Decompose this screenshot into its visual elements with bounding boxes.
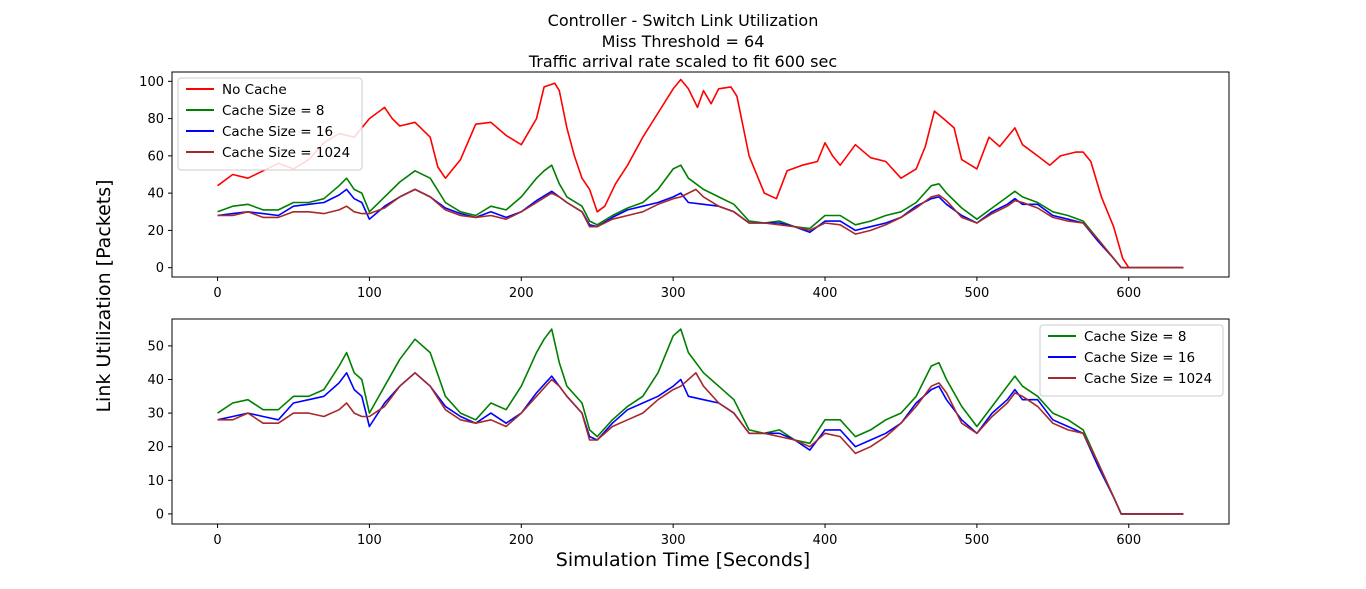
series-line-no-cache	[217, 78, 1184, 269]
x-axis-label: Simulation Time [Seconds]	[556, 549, 810, 571]
legend-entry: Cache Size = 8	[1084, 329, 1186, 345]
legend-box	[1039, 324, 1224, 397]
title-line-1: Controller - Switch Link Utilization	[548, 11, 819, 30]
title-line-3: Traffic arrival rate scaled to fit 600 s…	[528, 52, 837, 71]
x-tick-label: 600	[1116, 533, 1141, 548]
legend-entry: Cache Size = 8	[222, 103, 324, 119]
x-tick-label: 0	[213, 533, 221, 548]
y-tick-label: 40	[147, 187, 164, 202]
y-tick-label: 0	[156, 261, 164, 276]
x-tick-label: 500	[964, 533, 989, 548]
y-tick-label: 60	[147, 149, 164, 164]
top-panel: 0 100 200 300 400 500 600 0 20 40 60 80 100 No Cache C…	[139, 71, 1230, 301]
y-axis-label: Link Utilization [Packets]	[93, 179, 115, 412]
y-tick-label: 20	[147, 440, 164, 455]
x-tick-label: 600	[1116, 286, 1141, 301]
y-tick-label: 30	[147, 407, 164, 422]
x-tick-label: 400	[813, 533, 838, 548]
series-line-cache-size-8	[217, 328, 1184, 515]
y-tick-label: 50	[147, 339, 164, 354]
plot-frame	[171, 318, 1230, 525]
series-line-cache-size-1024	[217, 188, 1184, 269]
x-tick-label: 300	[661, 533, 686, 548]
x-tick-label: 200	[509, 286, 534, 301]
plot-frame	[171, 71, 1230, 278]
series-line-cache-size-8	[217, 164, 1184, 269]
y-tick-label: 20	[147, 224, 164, 239]
y-tick-label: 100	[139, 75, 164, 90]
y-tick-label: 10	[147, 474, 164, 489]
x-tick-label: 300	[661, 286, 686, 301]
x-tick-label: 100	[357, 286, 382, 301]
legend: Cache Size = 8 Cache Size = 16 Cache Size …	[1039, 324, 1224, 397]
x-tick-label: 0	[213, 286, 221, 301]
x-tick-label: 100	[357, 533, 382, 548]
series-line-cache-size-16	[217, 188, 1184, 269]
legend-entry: No Cache	[222, 82, 287, 98]
x-tick-label: 400	[813, 286, 838, 301]
y-tick-label: 80	[147, 112, 164, 127]
x-tick-label: 500	[964, 286, 989, 301]
y-tick-label: 0	[156, 507, 164, 522]
legend-box	[177, 77, 363, 171]
legend-entry: Cache Size = 16	[222, 124, 333, 140]
series-line-cache-size-16	[217, 372, 1184, 515]
legend: No Cache Cache Size = 8 Cache Size = 16 Cac…	[177, 77, 363, 171]
legend-entry: Cache Size = 1024	[1084, 371, 1212, 387]
x-tick-label: 200	[509, 533, 534, 548]
legend-entry: Cache Size = 16	[1084, 350, 1195, 366]
title-line-2: Miss Threshold = 64	[602, 32, 765, 51]
bottom-panel: 0 100 200 300 400 500 600 0 10 20 30 40 50 Cache Size…	[147, 318, 1230, 548]
legend-entry: Cache Size = 1024	[222, 145, 350, 161]
y-tick-label: 40	[147, 373, 164, 388]
series-line-cache-size-1024	[217, 372, 1184, 515]
